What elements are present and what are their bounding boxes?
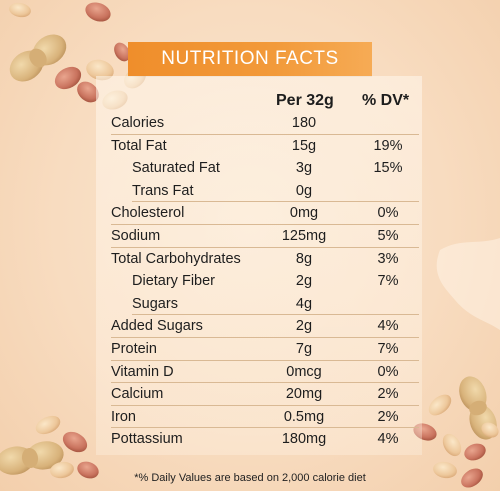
nutrient-amount: 2g (295, 273, 313, 290)
table-row: Pottassium 180mg 4% (0, 428, 500, 451)
footnote: *% Daily Values are based on 2,000 calor… (134, 472, 366, 484)
nutrition-table: Calories 180 Total Fat 15g 19% Saturated Fa… (0, 112, 500, 451)
column-header-per-serving: Per 32g (276, 92, 334, 109)
nutrient-label: Sugars (132, 295, 178, 312)
nutrient-daily-value: 15% (373, 160, 403, 177)
nutrient-amount: 4g (295, 295, 313, 312)
table-row: Calcium 20mg 2% (0, 383, 500, 406)
nutrient-label: Cholesterol (111, 205, 185, 222)
nutrient-label: Total Carbohydrates (111, 250, 241, 267)
nutrient-amount: 125mg (281, 227, 327, 244)
nutrient-amount: 7g (295, 340, 313, 357)
nutrient-amount: 0mg (289, 205, 319, 222)
nutrient-label: Total Fat (111, 137, 167, 154)
row-divider (111, 223, 419, 225)
nutrient-label: Calcium (111, 386, 164, 403)
nutrient-daily-value: 2% (377, 386, 399, 403)
row-divider (111, 246, 419, 248)
row-divider (132, 314, 419, 316)
table-row: Saturated Fat 3g 15% (0, 157, 500, 180)
nutrient-daily-value: 0% (377, 363, 399, 380)
table-row: Calories 180 (0, 112, 500, 135)
nutrient-label: Trans Fat (132, 182, 194, 199)
table-row: Added Sugars 2g 4% (0, 315, 500, 338)
table-row: Total Carbohydrates 8g 3% (0, 248, 500, 271)
table-row: Iron 0.5mg 2% (0, 406, 500, 429)
nutrient-amount: 8g (295, 250, 313, 267)
table-row: Total Fat 15g 19% (0, 135, 500, 158)
nutrient-amount: 2g (295, 318, 313, 335)
nutrient-amount: 0mcg (286, 363, 322, 380)
nutrient-label: Vitamin D (111, 363, 174, 380)
nutrient-daily-value: 0% (377, 205, 399, 222)
row-divider (132, 201, 419, 203)
nutrient-amount: 180mg (281, 431, 327, 448)
nutrient-amount: 0.5mg (283, 408, 325, 425)
row-divider (111, 382, 419, 384)
nutrient-daily-value: 19% (373, 137, 403, 154)
nutrient-amount: 0g (295, 182, 313, 199)
row-divider (111, 359, 419, 361)
nutrient-daily-value: 3% (377, 250, 399, 267)
row-divider (111, 133, 419, 135)
column-header-daily-value: % DV* (362, 92, 410, 109)
row-divider (111, 427, 419, 429)
nutrient-daily-value: 7% (377, 273, 399, 290)
nutrient-label: Pottassium (111, 431, 183, 448)
table-row: Protein 7g 7% (0, 338, 500, 361)
nutrient-label: Iron (111, 408, 136, 425)
nutrient-daily-value: 4% (377, 431, 399, 448)
page-title: NUTRITION FACTS (128, 42, 372, 76)
table-row: Sodium 125mg 5% (0, 225, 500, 248)
nutrient-label: Sodium (111, 227, 161, 244)
peanut-shell-icon (9, 34, 67, 82)
nutrient-amount: 180 (291, 115, 317, 131)
table-row: Cholesterol 0mg 0% (0, 202, 500, 225)
nutrient-daily-value: 7% (377, 340, 399, 357)
nutrient-amount: 15g (291, 137, 317, 154)
table-row: Dietary Fiber 2g 7% (0, 270, 500, 293)
nutrient-amount: 3g (295, 160, 313, 177)
nutrient-label: Dietary Fiber (132, 273, 215, 290)
nutrient-label: Added Sugars (111, 318, 203, 335)
nutrient-label: Saturated Fat (132, 160, 220, 177)
nutrient-daily-value: 2% (377, 408, 399, 425)
nutrition-panel (96, 76, 422, 455)
nutrient-label: Calories (111, 115, 165, 131)
nutrient-daily-value: 4% (377, 318, 399, 335)
nutrient-label: Protein (111, 340, 157, 357)
nutrient-daily-value: 5% (377, 227, 399, 244)
table-row: Sugars 4g (0, 293, 500, 316)
row-divider (111, 404, 419, 406)
row-divider (111, 336, 419, 338)
table-row: Vitamin D 0mcg 0% (0, 361, 500, 384)
nutrient-amount: 20mg (285, 386, 323, 403)
table-row: Trans Fat 0g (0, 180, 500, 203)
